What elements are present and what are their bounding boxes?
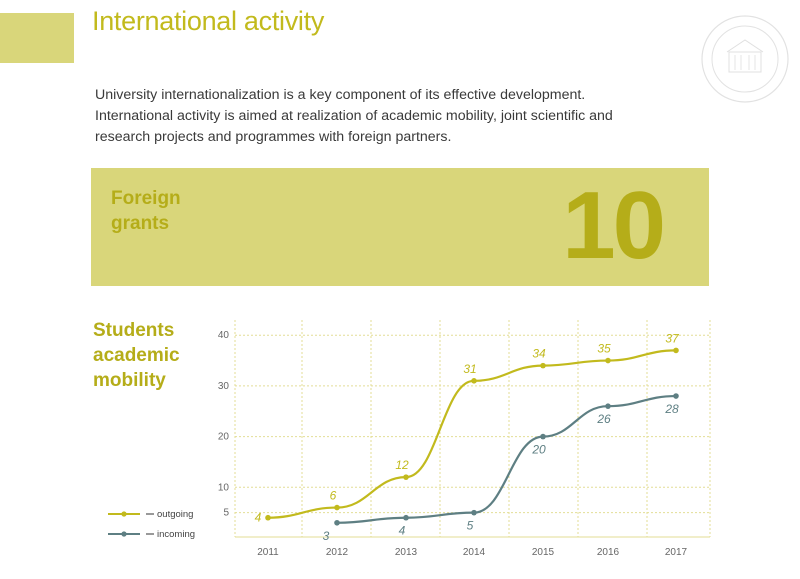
chart-title: Students academic mobility <box>93 320 180 391</box>
data-label-outgoing: 6 <box>330 489 337 503</box>
x-tick-label: 2015 <box>532 547 555 558</box>
foreign-grants-value: 10 <box>562 172 666 279</box>
x-tick-label: 2014 <box>463 547 486 558</box>
data-point-outgoing <box>673 347 679 354</box>
data-label-outgoing: 35 <box>597 342 611 356</box>
y-tick-label: 40 <box>218 330 230 341</box>
data-point-incoming <box>403 514 409 521</box>
data-label-incoming: 4 <box>399 524 406 538</box>
data-label-outgoing: 37 <box>665 331 680 345</box>
legend-marker-incoming <box>121 531 127 537</box>
x-tick-label: 2011 <box>257 547 279 558</box>
data-label-incoming: 5 <box>467 519 474 533</box>
legend-marker-outgoing <box>121 511 127 517</box>
university-seal-icon <box>700 14 790 104</box>
intro-paragraph: University internationalization is a key… <box>95 87 613 145</box>
data-point-outgoing <box>605 357 611 364</box>
data-label-incoming: 26 <box>596 412 611 426</box>
title-accent-block <box>0 13 74 63</box>
data-label-incoming: 3 <box>323 529 330 543</box>
data-label-outgoing: 12 <box>395 458 409 472</box>
data-point-outgoing <box>540 362 546 369</box>
x-tick-label: 2016 <box>597 547 620 558</box>
data-point-incoming <box>540 433 546 440</box>
series-line-incoming <box>336 394 677 524</box>
x-tick-label: 2013 <box>395 547 418 558</box>
data-label-outgoing: 31 <box>463 362 476 376</box>
foreign-grants-panel: Foreign grants 10 <box>91 168 709 286</box>
data-point-incoming <box>334 519 340 526</box>
data-label-incoming: 28 <box>664 402 679 416</box>
data-point-outgoing <box>334 504 340 511</box>
y-tick-label: 20 <box>218 432 230 443</box>
data-point-incoming <box>471 509 477 516</box>
foreign-grants-label: Foreign grants <box>111 188 181 234</box>
data-point-outgoing <box>471 378 477 384</box>
y-tick-label: 30 <box>218 381 230 392</box>
legend-label-outgoing: outgoing <box>157 509 193 520</box>
data-point-incoming <box>605 403 611 409</box>
data-label-outgoing: 34 <box>532 347 546 361</box>
legend-label-incoming: incoming <box>157 529 195 540</box>
data-label-incoming: 20 <box>531 443 546 457</box>
data-point-outgoing <box>403 474 409 480</box>
data-point-incoming <box>673 393 679 399</box>
y-tick-label: 5 <box>223 508 229 519</box>
data-point-outgoing <box>265 514 271 521</box>
page-title: International activity <box>92 6 325 36</box>
x-tick-label: 2012 <box>326 547 349 558</box>
x-tick-label: 2017 <box>665 547 688 558</box>
data-label-outgoing: 4 <box>255 511 262 525</box>
y-tick-label: 10 <box>218 482 230 493</box>
